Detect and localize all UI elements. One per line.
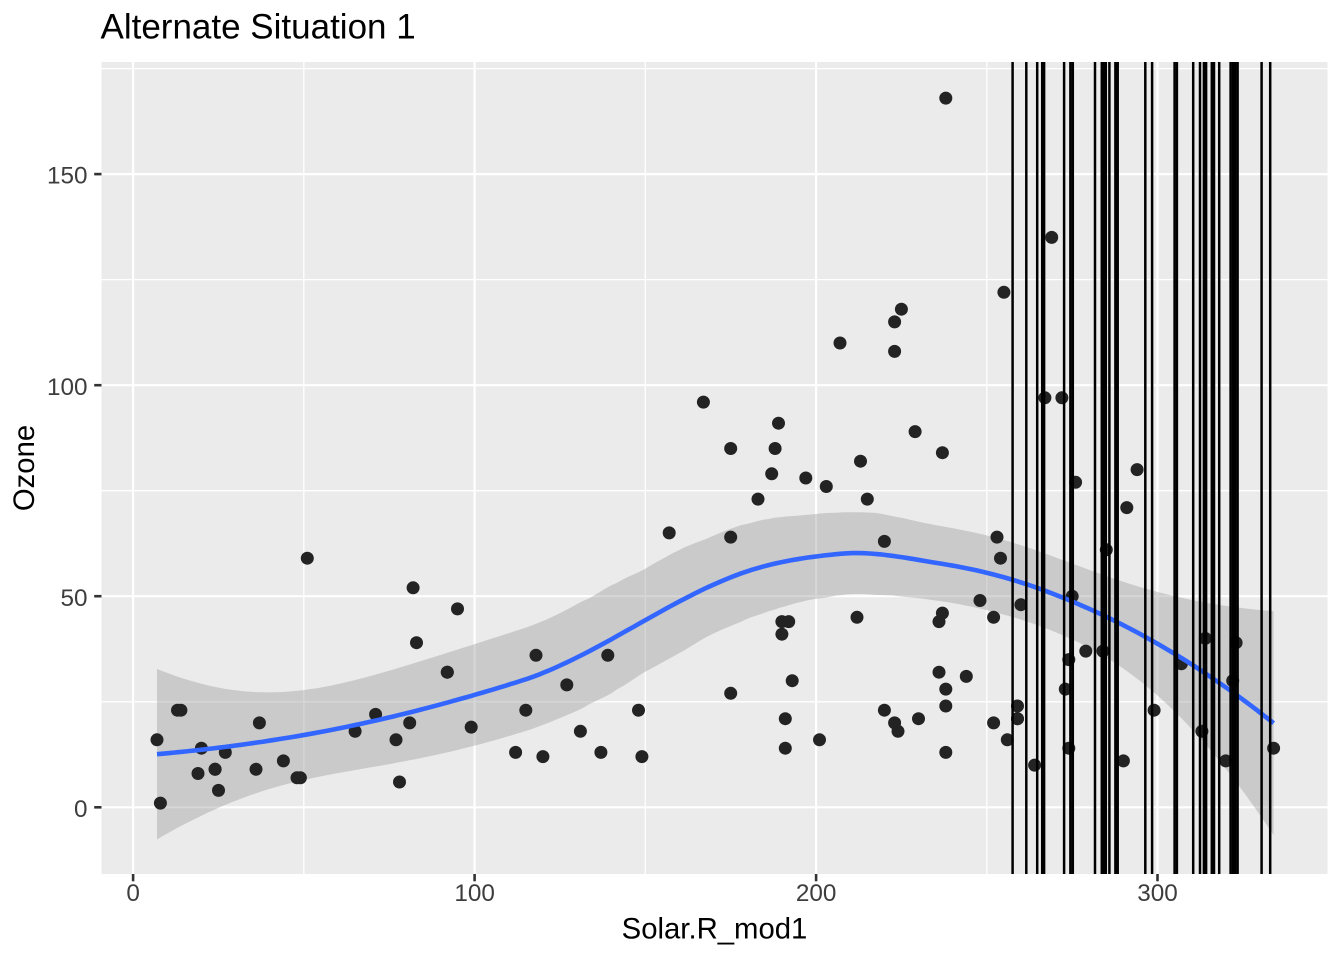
svg-text:300: 300 [1137,880,1178,907]
svg-text:Ozone: Ozone [8,425,41,511]
svg-text:Solar.R_mod1: Solar.R_mod1 [622,913,808,946]
svg-text:0: 0 [126,880,140,907]
svg-text:50: 50 [60,585,87,612]
svg-text:0: 0 [74,796,88,823]
svg-text:150: 150 [47,163,88,190]
svg-text:Alternate Situation 1: Alternate Situation 1 [101,8,416,47]
svg-text:100: 100 [454,880,495,907]
svg-text:200: 200 [796,880,837,907]
svg-text:100: 100 [47,374,88,401]
